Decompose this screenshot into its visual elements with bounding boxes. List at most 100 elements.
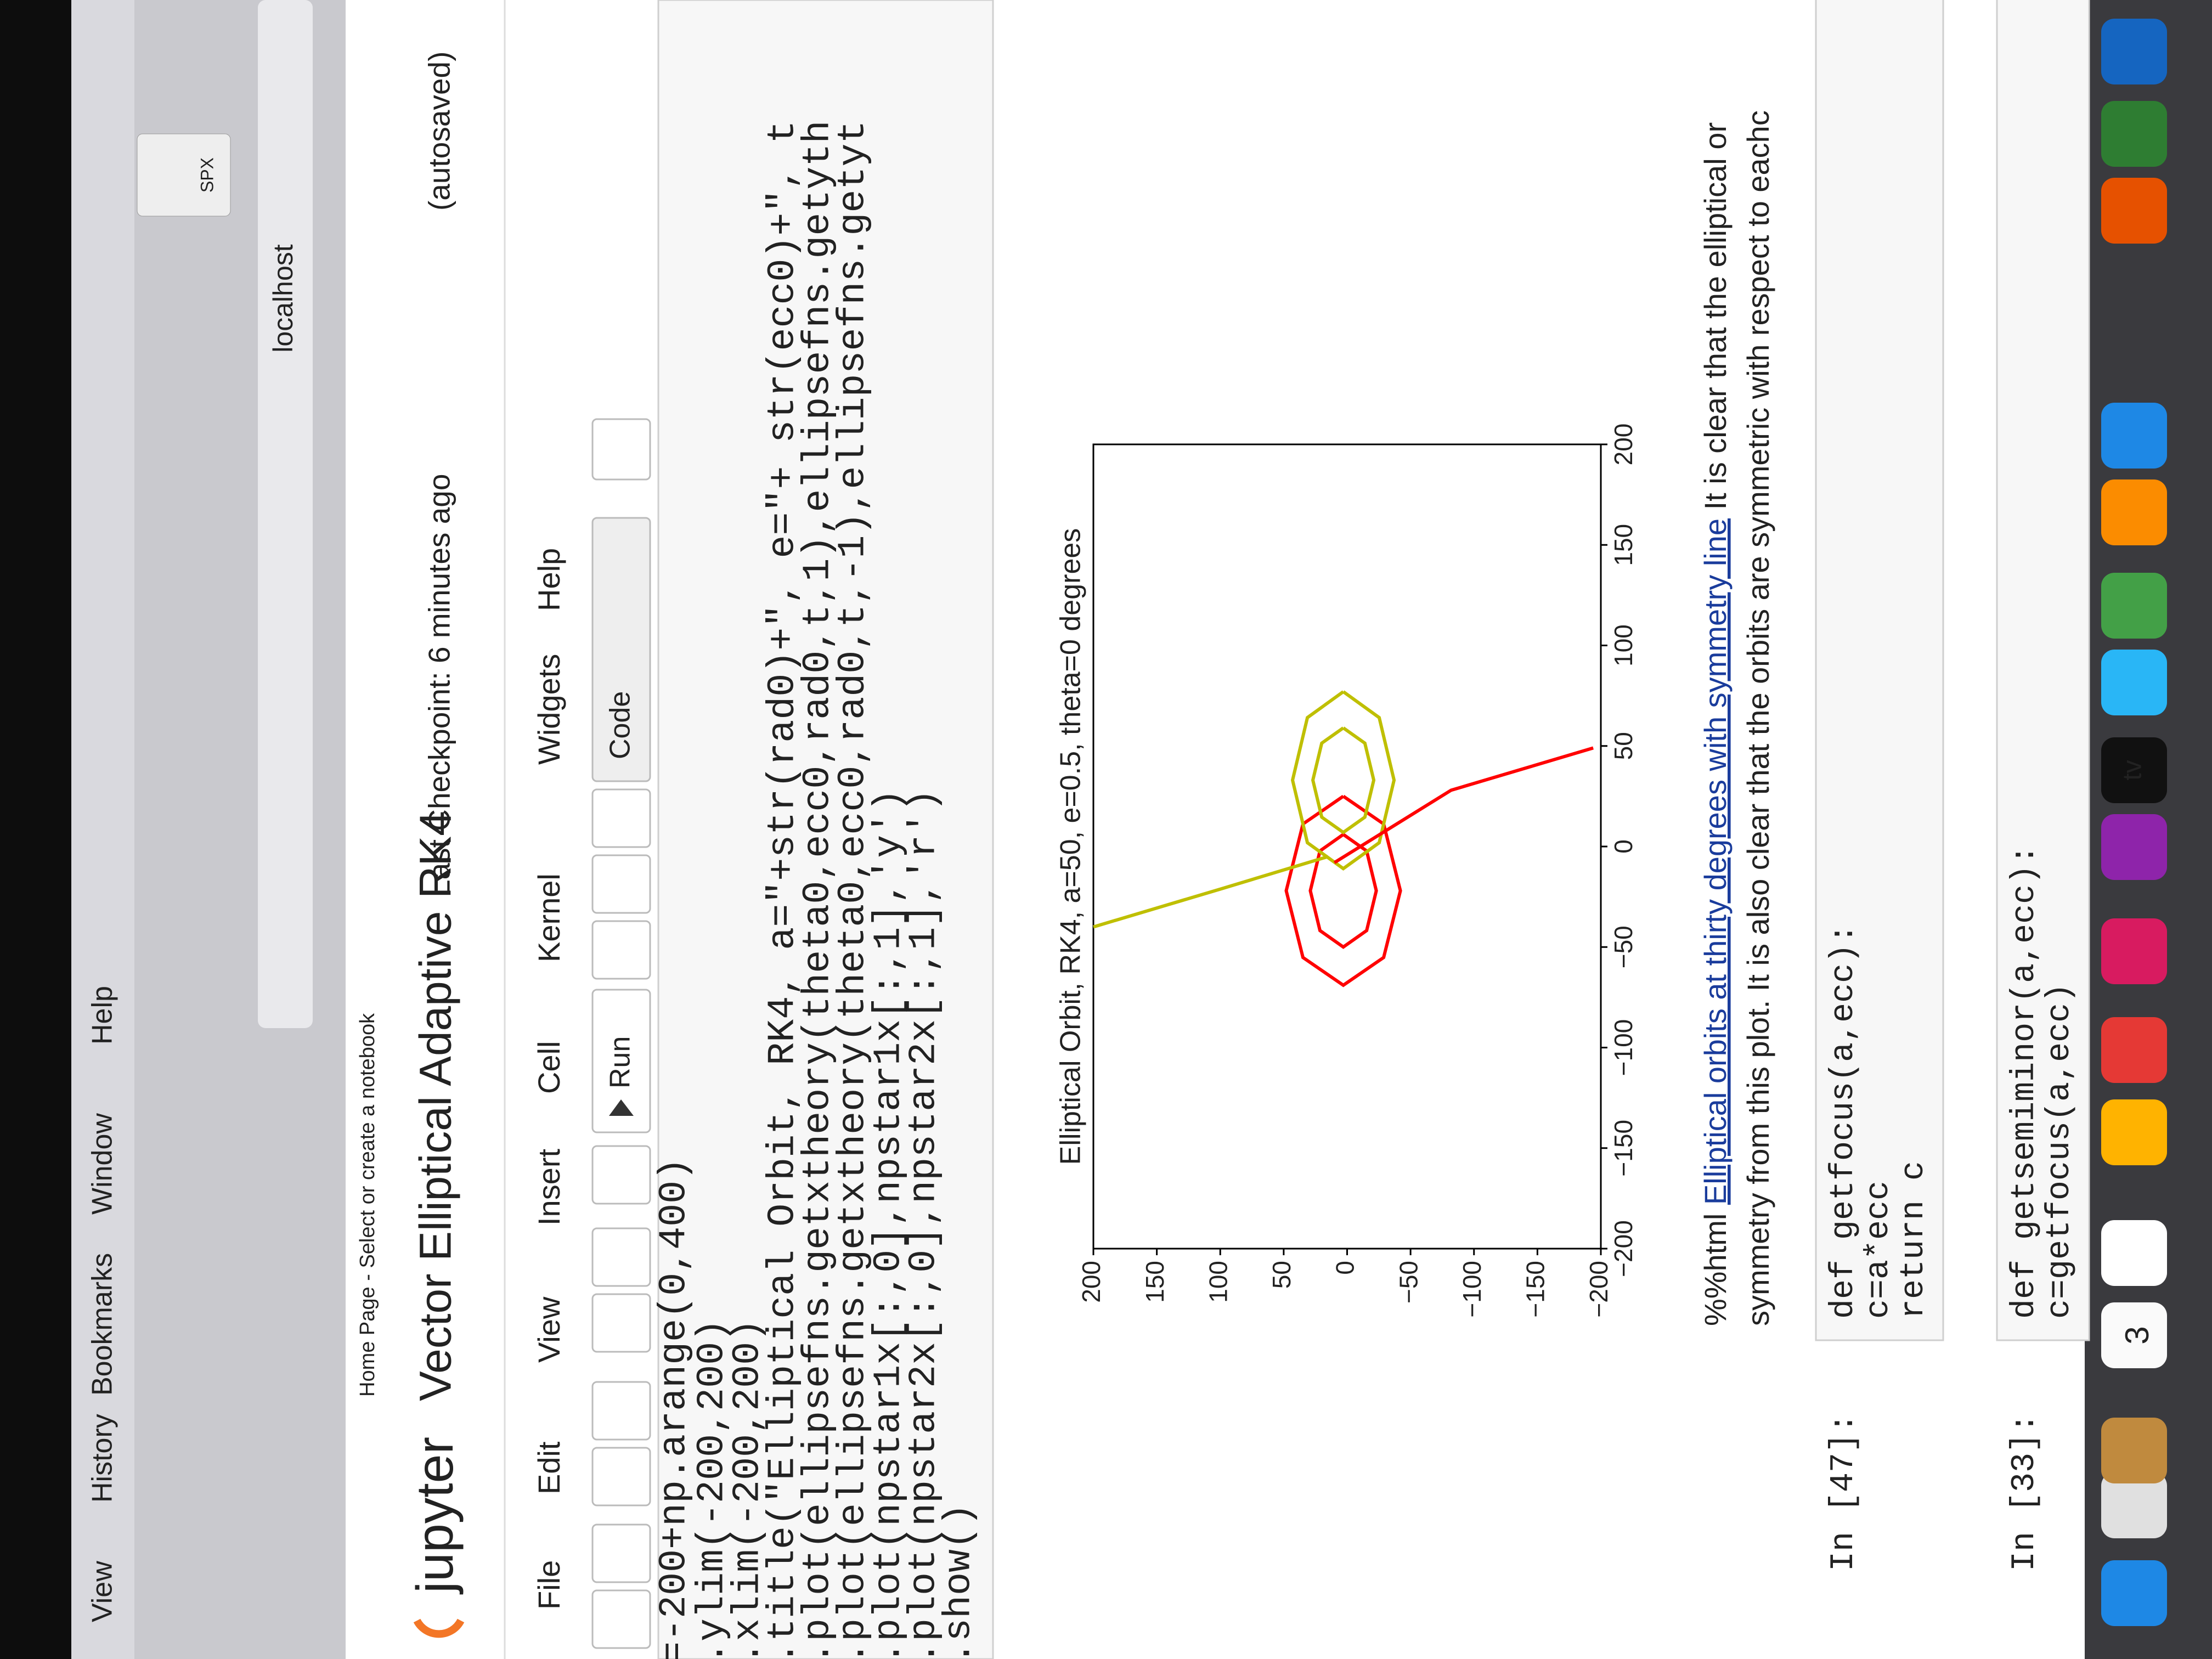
orbit-line (1308, 833, 1378, 949)
dock-icon[interactable] (2101, 1418, 2167, 1483)
dock-icon[interactable] (2101, 737, 2167, 803)
y-tick-label: 150 (1141, 1261, 1169, 1303)
cell-type-label: Code (605, 691, 636, 759)
cell-prompt: In [47]: (1825, 1413, 1863, 1571)
dock-icon[interactable] (2101, 403, 2167, 469)
code-line: .show() (938, 1503, 981, 1659)
logo-text: jupyter (406, 1437, 464, 1595)
x-tick-label: 100 (1609, 624, 1638, 667)
keyboard-button[interactable] (591, 418, 651, 481)
menu-item[interactable]: Widgets (532, 654, 566, 765)
code-line: .xlim(-200,200) (726, 1319, 770, 1659)
toolbar-button[interactable] (591, 1589, 651, 1649)
toolbar-button[interactable] (591, 854, 651, 914)
code-cell[interactable] (657, 0, 994, 1659)
toolbar-button[interactable] (591, 1447, 651, 1506)
y-tick-label: 100 (1204, 1261, 1232, 1303)
menu-item[interactable]: Insert (532, 1149, 566, 1226)
run-button[interactable] (591, 989, 651, 1133)
toolbar-button[interactable] (591, 920, 651, 980)
mac-menu-item[interactable]: History (87, 1414, 119, 1503)
dock-icon[interactable] (2101, 1302, 2167, 1368)
address: localhost (268, 244, 298, 352)
mac-menu-item[interactable]: View (87, 1561, 119, 1622)
y-tick-label: −150 (1521, 1261, 1550, 1318)
code-line: return c (1895, 1161, 1933, 1319)
x-tick-label: 200 (1609, 424, 1638, 466)
y-tick-label: 0 (1331, 1261, 1359, 1275)
code-line: =-200+np.arange(0,400) (653, 1158, 696, 1659)
toolbar-button[interactable] (591, 1523, 651, 1583)
menu-item[interactable]: File (532, 1560, 566, 1610)
orbit-line (1290, 690, 1396, 871)
markdown-prefix: %%html (1698, 1205, 1733, 1326)
dock-icon[interactable] (2101, 1472, 2167, 1538)
browser-chrome (134, 0, 346, 1659)
orbit-line (1093, 855, 1329, 929)
dock-icon[interactable] (2101, 650, 2167, 715)
code-line: .title("Elliptical Orbit, RK4, a="+str(r… (761, 121, 805, 1659)
x-tick-label: −50 (1609, 926, 1638, 968)
code-line: .plot(npstar2x[:,0],npstar2x[:,1],'r') (902, 789, 946, 1659)
dock-icon[interactable] (2101, 1017, 2167, 1083)
input-area[interactable] (1815, 0, 1944, 1341)
checkpoint: Last Checkpoint: 6 minutes ago (422, 474, 456, 896)
markdown-link[interactable]: Elliptical orbits at thirty degrees with… (1698, 518, 1733, 1205)
mac-menu-bar (71, 0, 134, 1659)
code-line: c=getfocus(a,ecc) (2041, 983, 2079, 1319)
mac-menu-item[interactable]: Help (87, 986, 119, 1045)
x-tick-label: 50 (1609, 732, 1638, 760)
bookmark-icon[interactable] (137, 133, 231, 217)
plot-frame (1092, 443, 1602, 1250)
code-line: .plot(ellipsefns.getxtheory(theta0,ecc0,… (797, 121, 840, 1659)
run-icon (609, 1099, 634, 1116)
dock-icon[interactable] (2101, 814, 2167, 880)
toolbar-button[interactable] (591, 1381, 651, 1441)
menu-item[interactable]: View (532, 1296, 566, 1363)
mac-menu-item[interactable]: Bookmarks (87, 1253, 119, 1396)
bezel (0, 0, 71, 1659)
jupyter-logo (413, 1618, 465, 1638)
dock-icon[interactable] (2101, 1099, 2167, 1165)
markdown-line: %%html Elliptical orbits at thirty degre… (1698, 122, 1733, 1326)
dock-icon[interactable] (2101, 918, 2167, 984)
markdown-line: symmetry from this plot. It is also clea… (1741, 110, 1775, 1326)
orbit-line (1284, 794, 1402, 988)
y-tick-label: 200 (1077, 1261, 1105, 1303)
orbit-line (1311, 726, 1376, 835)
x-tick-label: −100 (1609, 1019, 1638, 1076)
address-bar[interactable] (258, 0, 313, 1028)
code-line: .ylim(-200,200) (691, 1319, 734, 1659)
notebook-title[interactable]: Vector Elliptical Adaptive RK4 (411, 811, 461, 1401)
mac-menu-item[interactable]: Window (87, 1113, 119, 1215)
breadcrumb[interactable]: Home Page - Select or create a notebook (356, 1013, 379, 1397)
cell-prompt: In [33]: (2006, 1413, 2044, 1571)
dock-icon[interactable] (2101, 1220, 2167, 1286)
menu-item[interactable]: Cell (532, 1041, 566, 1094)
x-tick-label: 150 (1609, 524, 1638, 566)
dock-icon[interactable] (2101, 101, 2167, 167)
toolbar-button[interactable] (591, 788, 651, 848)
calendar-day: 3 (2119, 1326, 2155, 1344)
input-area[interactable] (1996, 0, 2090, 1341)
dock-icon[interactable] (2101, 479, 2167, 545)
tv-label: tv (2118, 760, 2147, 780)
dock-icon[interactable] (2101, 1560, 2167, 1626)
x-tick-label: 0 (1609, 839, 1638, 854)
toolbar-button[interactable] (591, 1293, 651, 1353)
menu-item[interactable]: Kernel (532, 873, 566, 962)
markdown-text: It is clear that the elliptical or (1698, 122, 1733, 518)
dock-icon[interactable] (2101, 19, 2167, 84)
menu-item[interactable]: Help (532, 548, 566, 611)
toolbar-button[interactable] (591, 1227, 651, 1287)
x-tick-label: −200 (1609, 1220, 1638, 1277)
code-line: .plot(npstar1x[:,0],npstar1x[:,1],'y') (867, 789, 911, 1659)
menu-item[interactable]: Edit (532, 1441, 566, 1494)
dock-icon[interactable] (2101, 573, 2167, 639)
y-tick-label: −50 (1394, 1261, 1423, 1304)
dock-icon[interactable] (2101, 178, 2167, 244)
y-tick-label: −200 (1584, 1261, 1613, 1318)
cell-type-select[interactable] (591, 517, 651, 782)
toolbar-button[interactable] (591, 1145, 651, 1205)
